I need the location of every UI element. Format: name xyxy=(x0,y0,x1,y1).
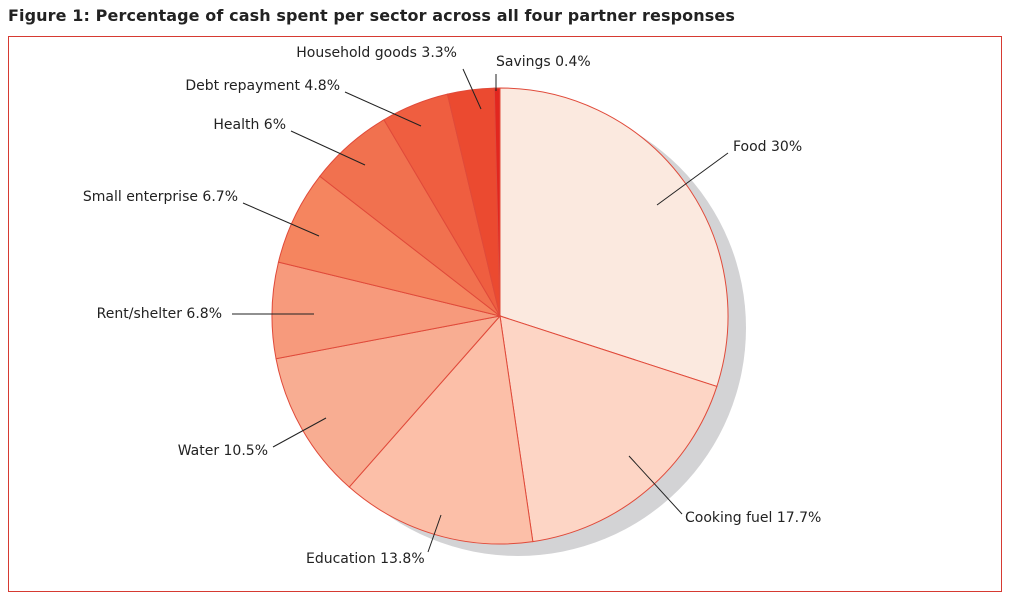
leader-line-education xyxy=(427,514,442,553)
pie-slice-savings xyxy=(493,87,501,317)
pie-slice-cooking-fuel xyxy=(499,315,718,543)
chart-frame xyxy=(8,36,1002,592)
pie-slice-food xyxy=(499,87,729,388)
slice-label-water: Water 10.5% xyxy=(178,443,268,459)
slice-label-food: Food 30% xyxy=(733,139,802,155)
leader-line-health xyxy=(290,130,366,166)
leader-line-cooking-fuel xyxy=(628,455,683,515)
leader-line-household-goods xyxy=(462,68,482,110)
figure-title: Figure 1: Percentage of cash spent per s… xyxy=(8,6,735,25)
slice-label-small-enterprise: Small enterprise 6.7% xyxy=(83,189,238,205)
leader-line-water xyxy=(272,417,327,448)
slice-label-rent-shelter: Rent/shelter 6.8% xyxy=(97,306,222,322)
slice-label-household-goods: Household goods 3.3% xyxy=(296,45,457,61)
pie-slice-water xyxy=(275,315,502,488)
pie-slice-education xyxy=(348,314,534,545)
leader-line-debt-repayment xyxy=(344,91,422,127)
slice-label-education: Education 13.8% xyxy=(306,551,425,567)
leader-line-small-enterprise xyxy=(242,202,320,237)
slice-label-cooking-fuel: Cooking fuel 17.7% xyxy=(685,510,821,526)
slice-label-savings: Savings 0.4% xyxy=(496,54,591,70)
leader-line-food xyxy=(656,152,729,206)
slice-label-debt-repayment: Debt repayment 4.8% xyxy=(185,78,340,94)
slice-label-health: Health 6% xyxy=(213,117,286,133)
